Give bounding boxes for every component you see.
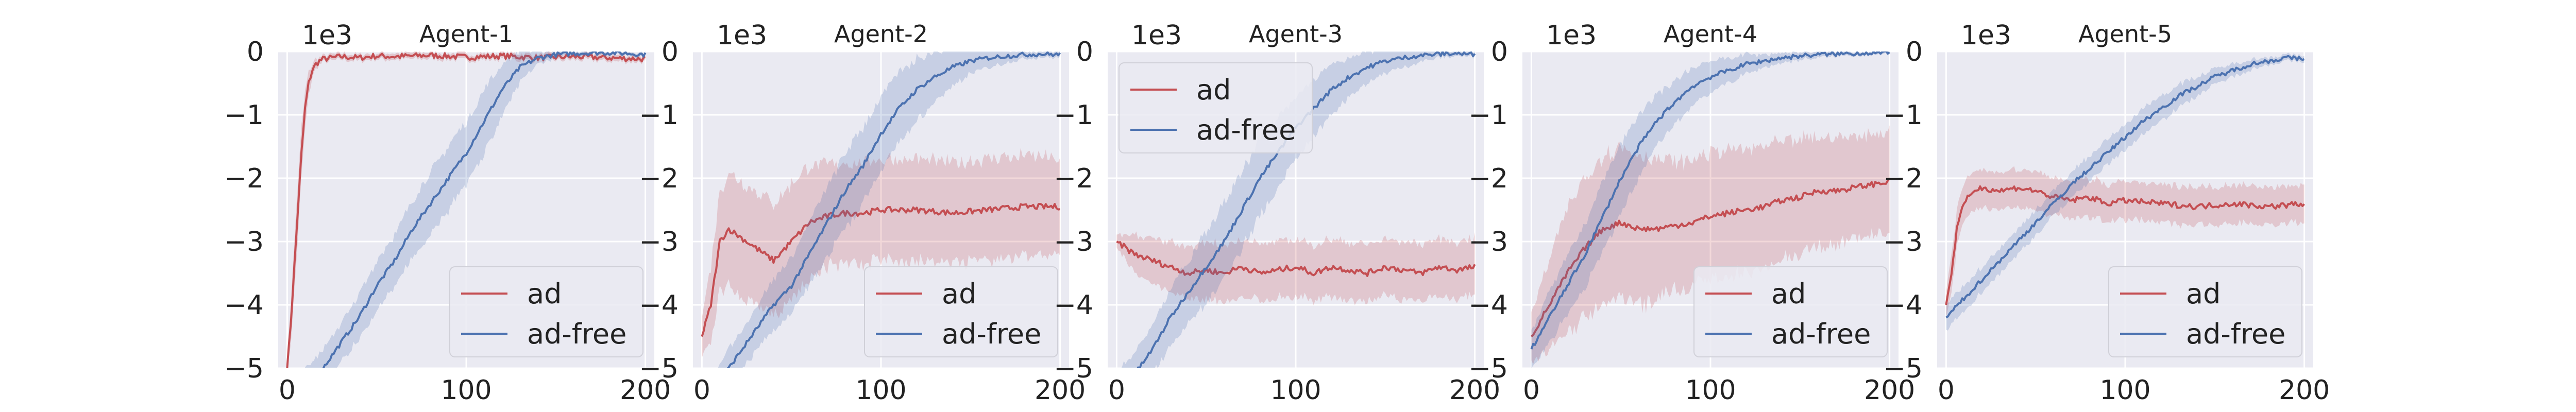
line-ad-free — [726, 52, 1061, 368]
x-tick-label: 100 — [1685, 375, 1736, 406]
band-ad-free — [304, 52, 646, 368]
line-ad — [1116, 241, 1476, 277]
legend-label-ad: ad — [527, 278, 562, 310]
band-ad-free — [1531, 52, 1890, 368]
band-ad — [702, 148, 1060, 358]
line-ad-free — [322, 52, 647, 368]
panel-agent-4: 0 −1 −2 −3 −4 −5 0 100 200 1e3 Agent-4 ad ad-free — [1468, 20, 1915, 406]
legend-label-ad-free: ad-free — [527, 318, 626, 350]
y-tick-label: −2 — [1468, 163, 1508, 194]
x-tick-label: 100 — [2099, 375, 2150, 406]
legend-label-ad: ad — [1196, 74, 1231, 106]
legend-label-ad: ad — [1771, 278, 1806, 310]
series-group — [286, 52, 647, 368]
line-ad — [701, 203, 1060, 337]
chart-title: Agent-2 — [834, 20, 928, 48]
legend: ad ad-free — [449, 266, 643, 357]
y-tick-label: −1 — [1468, 100, 1508, 131]
x-tick-label: 0 — [1108, 375, 1125, 406]
y-tick-label: −5 — [639, 353, 679, 384]
scale-label: 1e3 — [1546, 20, 1597, 51]
band-ad — [1531, 125, 1890, 365]
legend-label-ad-free: ad-free — [1771, 318, 1871, 350]
y-tick-label: −4 — [224, 290, 264, 321]
y-tick-label: −3 — [1883, 227, 1923, 258]
y-tick-label: −5 — [1468, 353, 1508, 384]
x-tick-label: 0 — [279, 375, 296, 406]
panel-agent-5: 0 −1 −2 −3 −4 −5 0 100 200 1e3 Agent-5 ad ad-free — [1883, 20, 2330, 406]
y-tick-label: −2 — [224, 163, 264, 194]
panel-agent-3: 0 −1 −2 −3 −4 −5 0 100 200 1e3 Agent-3 ad ad-free — [1054, 20, 1500, 406]
x-tick-label: 0 — [1523, 375, 1540, 406]
chart-title: Agent-5 — [2078, 20, 2172, 48]
x-tick-label: 100 — [440, 375, 492, 406]
legend-label-ad: ad — [942, 278, 976, 310]
x-tick-label: 200 — [1449, 375, 1500, 406]
line-ad-free — [1945, 55, 2305, 319]
y-tick-label: 0 — [662, 37, 679, 67]
chart-title: Agent-1 — [419, 20, 513, 48]
y-tick-label: 0 — [1491, 37, 1508, 67]
chart-title: Agent-4 — [1664, 20, 1757, 48]
y-tick-label: −2 — [639, 163, 679, 194]
x-tick-label: 200 — [620, 375, 671, 406]
y-tick-label: −4 — [639, 290, 679, 321]
band-ad — [1946, 166, 2304, 318]
y-tick-label: −1 — [224, 100, 264, 131]
y-tick-label: −3 — [639, 227, 679, 258]
panel-agent-2: 0 −1 −2 −3 −4 −5 0 100 200 1e3 Agent-2 ad ad-free — [639, 20, 1086, 406]
scale-label: 1e3 — [1131, 20, 1182, 51]
band-ad-free — [717, 52, 1060, 368]
x-tick-label: 0 — [1938, 375, 1955, 406]
y-tick-label: −3 — [1468, 227, 1508, 258]
legend-label-ad-free: ad-free — [942, 318, 1041, 350]
panel-agent-1: 0 −1 −2 −3 −4 −5 0 100 200 1e3 Agent-1 ad ad-free — [224, 20, 671, 406]
y-tick-label: −3 — [224, 227, 264, 258]
x-tick-label: 100 — [855, 375, 906, 406]
series-group — [701, 52, 1061, 368]
band-ad-free — [1121, 52, 1475, 368]
legend-label-ad-free: ad-free — [2186, 318, 2285, 350]
x-tick-label: 0 — [693, 375, 710, 406]
legend-label-ad-free: ad-free — [1196, 114, 1296, 146]
y-tick-label: −5 — [224, 353, 264, 384]
legend: ad ad-free — [1693, 266, 1888, 357]
y-tick-label: −5 — [1883, 353, 1923, 384]
series-group — [1530, 52, 1891, 368]
scale-label: 1e3 — [302, 20, 352, 51]
legend: ad ad-free — [864, 266, 1058, 357]
line-ad — [1531, 178, 1891, 338]
y-tick-label: −4 — [1883, 290, 1923, 321]
y-tick-label: 0 — [247, 37, 264, 67]
legend-label-ad: ad — [2186, 278, 2221, 310]
y-tick-label: −2 — [1054, 163, 1093, 194]
y-tick-label: 0 — [1906, 37, 1923, 67]
scale-label: 1e3 — [1961, 20, 2011, 51]
line-ad-free — [1530, 52, 1890, 350]
x-tick-label: 200 — [1035, 375, 1086, 406]
y-tick-label: −1 — [1883, 100, 1923, 131]
x-tick-label: 100 — [1270, 375, 1321, 406]
x-tick-label: 200 — [1864, 375, 1915, 406]
y-tick-label: −1 — [639, 100, 679, 131]
chart-title: Agent-3 — [1249, 20, 1343, 48]
y-tick-label: −4 — [1054, 290, 1093, 321]
legend: ad ad-free — [2108, 266, 2302, 357]
scale-label: 1e3 — [717, 20, 767, 51]
y-tick-label: −2 — [1883, 163, 1923, 194]
line-ad — [1945, 185, 2306, 305]
y-tick-label: 0 — [1076, 37, 1093, 67]
x-tick-label: 200 — [2279, 375, 2330, 406]
y-tick-label: −4 — [1468, 290, 1508, 321]
legend: ad ad-free — [1118, 62, 1313, 153]
y-tick-label: −3 — [1054, 227, 1093, 258]
y-tick-label: −5 — [1054, 353, 1093, 384]
y-tick-label: −1 — [1054, 100, 1093, 131]
series-group — [1945, 53, 2306, 331]
